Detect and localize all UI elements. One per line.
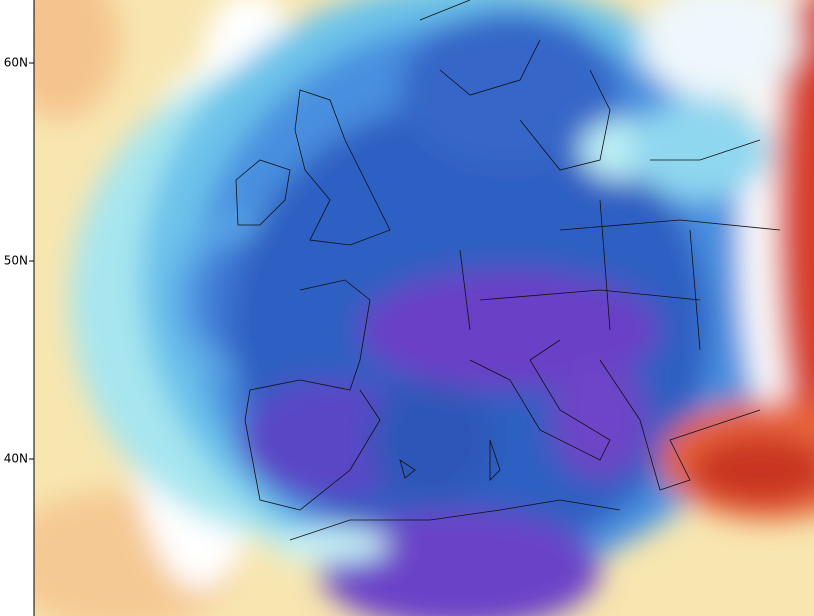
lat-label: 60N bbox=[4, 56, 28, 70]
lat-axis: 60N 50N 40N bbox=[4, 56, 34, 466]
lat-label: 40N bbox=[4, 452, 28, 466]
coastlines bbox=[235, 0, 781, 541]
lat-label: 50N bbox=[4, 254, 28, 268]
axis-margin bbox=[0, 0, 34, 616]
